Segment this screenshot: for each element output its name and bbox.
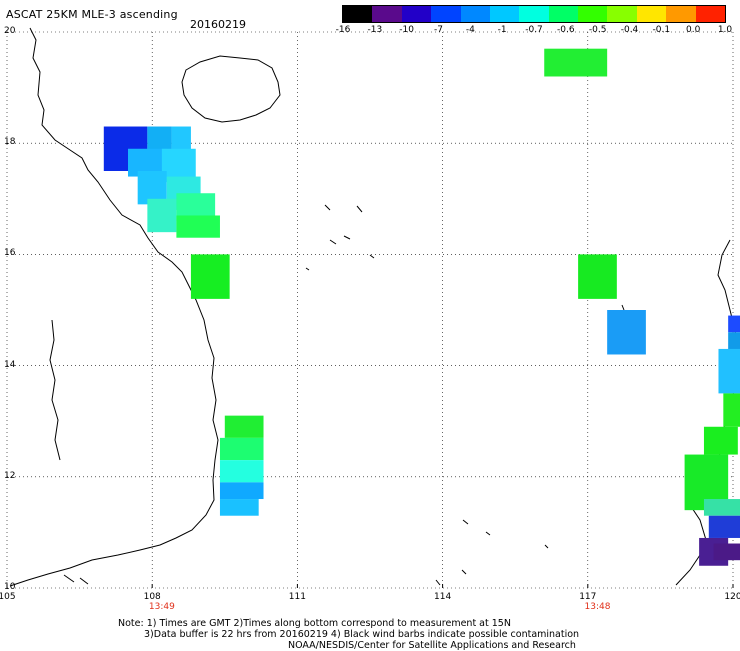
colorbar-label: -16 xyxy=(335,25,351,35)
wind-cell xyxy=(728,332,740,355)
coastline-islands xyxy=(63,204,625,586)
coastline-mainland xyxy=(9,27,219,587)
colorbar xyxy=(342,5,726,23)
note-line-1: Note: 1) Times are GMT 2)Times along bot… xyxy=(118,618,511,629)
wind-cell xyxy=(703,426,738,455)
colorbar-label: -0.4 xyxy=(620,25,639,35)
colorbar-label: 0.0 xyxy=(685,25,701,35)
wind-cell xyxy=(578,254,617,299)
colorbar-segment xyxy=(666,6,697,22)
wind-cell xyxy=(544,48,608,77)
wind-cell xyxy=(219,499,259,516)
wind-cell xyxy=(728,315,740,333)
colorbar-label: 1.0 xyxy=(717,25,733,35)
wind-cell xyxy=(703,499,740,516)
colorbar-label: -0.5 xyxy=(588,25,607,35)
colorbar-label: -10 xyxy=(399,25,415,35)
note-line-2: 3)Data buffer is 22 hrs from 20160219 4)… xyxy=(144,629,580,640)
wind-cell xyxy=(190,254,230,299)
colorbar-segment xyxy=(343,6,373,22)
colorbar-label: -13 xyxy=(367,25,383,35)
wind-cell xyxy=(723,393,740,427)
colorbar-segment xyxy=(372,6,403,22)
wind-cell xyxy=(171,126,191,155)
lon-tick-label: 108 xyxy=(143,592,161,602)
colorbar-segment xyxy=(489,6,520,22)
colorbar-label: -7 xyxy=(434,25,443,35)
lat-tick-label: 14 xyxy=(4,359,16,370)
pass-time-label: 13:48 xyxy=(584,602,611,612)
wind-cell xyxy=(713,543,740,561)
wind-cell xyxy=(219,437,264,461)
lat-tick-label: 16 xyxy=(4,248,16,259)
wind-cell xyxy=(607,310,646,355)
map-date: 20160219 xyxy=(190,18,246,31)
note-line-3: NOAA/NESDIS/Center for Satellite Applica… xyxy=(288,640,576,651)
wind-cell xyxy=(224,415,264,438)
axis-ticks xyxy=(6,584,734,588)
lat-tick-label: 12 xyxy=(4,470,16,481)
coastline-gulf xyxy=(49,319,61,461)
coastline-hainan xyxy=(181,55,281,123)
lon-tick-label: 111 xyxy=(288,592,306,602)
lat-tick-label: 20 xyxy=(4,26,16,36)
wind-cell xyxy=(176,215,220,238)
colorbar-segment xyxy=(401,6,432,22)
colorbar-segment xyxy=(695,6,726,22)
coastline xyxy=(9,27,740,587)
wind-cell xyxy=(147,198,177,233)
lon-tick-label: 120 xyxy=(724,592,740,602)
lat-tick-label: 18 xyxy=(4,137,16,148)
colorbar-segment xyxy=(431,6,462,22)
colorbar-segment xyxy=(548,6,579,22)
lon-tick-label: 117 xyxy=(579,592,597,602)
wind-cell xyxy=(708,515,740,538)
data-cells xyxy=(103,48,740,566)
lon-tick-label: 105 xyxy=(0,592,16,602)
wind-cell xyxy=(219,460,264,483)
lon-tick-label: 114 xyxy=(434,592,452,602)
colorbar-segment xyxy=(578,6,608,22)
pass-time-label: 13:49 xyxy=(148,602,175,612)
colorbar-segment xyxy=(607,6,638,22)
colorbar-label: -1 xyxy=(497,25,507,35)
colorbar-label: -0.7 xyxy=(525,25,543,35)
wind-cell xyxy=(219,482,264,500)
wind-cell xyxy=(718,348,740,394)
colorbar-segment xyxy=(636,6,667,22)
colorbar-label: -0.1 xyxy=(652,25,671,35)
colorbar-segment xyxy=(519,6,550,22)
lat-tick-label: 10 xyxy=(4,582,16,592)
map-title: ASCAT 25KM MLE-3 ascending xyxy=(6,8,178,21)
colorbar-label: -0.6 xyxy=(557,25,575,35)
colorbar-label: -4 xyxy=(465,25,475,35)
colorbar-segment xyxy=(460,6,491,22)
